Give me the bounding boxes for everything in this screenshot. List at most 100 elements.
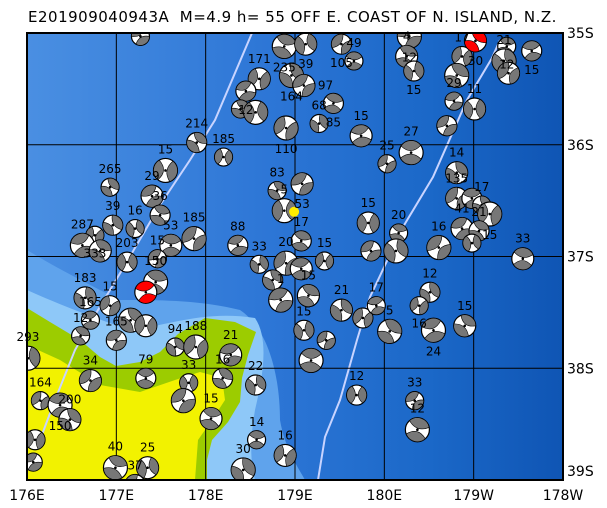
focal-mechanism[interactable] bbox=[245, 374, 267, 396]
focal-mechanism[interactable] bbox=[243, 99, 269, 125]
focal-mechanism[interactable] bbox=[267, 180, 287, 201]
focal-mechanism[interactable] bbox=[290, 230, 312, 252]
focal-mechanism[interactable] bbox=[445, 161, 469, 185]
focal-mechanism[interactable] bbox=[102, 455, 129, 480]
focal-mechanism[interactable] bbox=[213, 147, 234, 167]
focal-mechanism[interactable] bbox=[322, 92, 345, 115]
focal-mechanism[interactable] bbox=[100, 177, 120, 197]
focal-mechanism[interactable] bbox=[230, 457, 256, 482]
focal-mechanism[interactable] bbox=[293, 319, 315, 341]
focal-mechanism[interactable] bbox=[181, 226, 207, 252]
focal-mechanism[interactable] bbox=[134, 314, 158, 338]
focal-mechanism[interactable] bbox=[405, 391, 425, 411]
focal-mechanism[interactable] bbox=[444, 91, 464, 111]
focal-mechanism[interactable] bbox=[330, 33, 353, 55]
focal-mechanism[interactable] bbox=[389, 223, 409, 243]
focal-mechanism[interactable] bbox=[159, 233, 183, 257]
focal-mechanism[interactable] bbox=[125, 218, 145, 239]
focal-mechanism[interactable] bbox=[249, 254, 269, 274]
focal-mechanism[interactable] bbox=[383, 238, 409, 264]
focal-mechanism[interactable] bbox=[246, 430, 267, 450]
focal-mechanism[interactable] bbox=[152, 157, 179, 184]
focal-mechanism[interactable] bbox=[356, 211, 380, 235]
focal-mechanism[interactable] bbox=[290, 172, 314, 196]
focal-mechanism[interactable] bbox=[329, 298, 354, 322]
focal-mechanism[interactable] bbox=[116, 251, 138, 273]
focal-mechanism[interactable] bbox=[296, 284, 320, 308]
focal-mechanism[interactable] bbox=[496, 61, 521, 85]
focal-mechanism[interactable] bbox=[140, 184, 164, 208]
epicenter-marker[interactable] bbox=[289, 206, 300, 217]
focal-mechanism[interactable] bbox=[349, 124, 373, 148]
focal-mechanism[interactable] bbox=[135, 367, 157, 389]
focal-mechanism[interactable] bbox=[360, 240, 382, 262]
focal-mechanism[interactable] bbox=[273, 443, 297, 468]
focal-mechanism[interactable] bbox=[289, 257, 313, 281]
focal-mechanism[interactable] bbox=[511, 247, 535, 271]
focal-mechanism[interactable] bbox=[16, 345, 41, 371]
focal-mechanism[interactable] bbox=[462, 97, 487, 121]
focal-mechanism[interactable] bbox=[404, 417, 430, 443]
focal-mechanism[interactable] bbox=[346, 384, 368, 406]
focal-mechanism[interactable] bbox=[445, 186, 469, 210]
focal-mechanism[interactable] bbox=[136, 456, 160, 480]
focal-mechanism[interactable] bbox=[235, 80, 257, 102]
focal-mechanism[interactable] bbox=[262, 269, 284, 291]
target-focal-mechanism[interactable] bbox=[134, 280, 158, 304]
focal-mechanism[interactable] bbox=[105, 329, 127, 351]
target-focal-mechanism[interactable] bbox=[463, 30, 488, 53]
focal-mechanism[interactable] bbox=[451, 45, 473, 68]
focal-mechanism[interactable] bbox=[268, 287, 294, 313]
focal-mechanism[interactable] bbox=[73, 286, 97, 310]
focal-mechanism[interactable] bbox=[294, 33, 318, 56]
focal-mechanism[interactable] bbox=[462, 233, 482, 253]
focal-mechanism[interactable] bbox=[398, 139, 424, 166]
focal-mechanism[interactable] bbox=[420, 317, 447, 343]
focal-mechanism[interactable] bbox=[78, 368, 103, 393]
focal-mechanism[interactable] bbox=[403, 60, 425, 82]
focal-mechanism[interactable] bbox=[292, 73, 316, 98]
focal-mechanism[interactable] bbox=[377, 318, 403, 344]
focal-mechanism[interactable] bbox=[453, 314, 477, 338]
focal-mechanism[interactable] bbox=[80, 310, 101, 330]
focal-mechanism[interactable] bbox=[70, 326, 91, 346]
focal-mechanism[interactable] bbox=[165, 337, 185, 357]
focal-mechanism[interactable] bbox=[99, 295, 121, 317]
focal-mechanism[interactable] bbox=[344, 51, 364, 71]
focal-mechanism[interactable] bbox=[426, 234, 452, 261]
focal-mechanism[interactable] bbox=[25, 429, 46, 451]
focal-mechanism[interactable] bbox=[199, 406, 223, 431]
focal-mechanism[interactable] bbox=[352, 307, 374, 329]
focal-mechanism[interactable] bbox=[409, 296, 429, 316]
focal-mechanism[interactable] bbox=[309, 113, 329, 134]
focal-mechanism[interactable] bbox=[271, 198, 297, 224]
focal-mechanism[interactable] bbox=[419, 281, 441, 303]
focal-mechanism[interactable] bbox=[24, 452, 43, 472]
focal-mechanism[interactable] bbox=[69, 232, 95, 258]
focal-mechanism[interactable] bbox=[170, 388, 196, 414]
focal-mechanism[interactable] bbox=[30, 391, 51, 411]
focal-mechanism[interactable] bbox=[314, 251, 335, 271]
focal-mechanism[interactable] bbox=[271, 33, 297, 60]
focal-mechanism[interactable] bbox=[183, 334, 209, 360]
focal-mechanism[interactable] bbox=[186, 131, 208, 154]
focal-mechanism[interactable] bbox=[316, 330, 336, 350]
focal-mechanism[interactable] bbox=[219, 343, 243, 367]
focal-mechanism[interactable] bbox=[477, 201, 503, 227]
focal-mechanism[interactable] bbox=[212, 367, 234, 389]
focal-mechanism[interactable] bbox=[227, 234, 249, 256]
focal-mechanism[interactable] bbox=[130, 27, 151, 46]
focal-mechanism[interactable] bbox=[366, 296, 386, 316]
focal-mechanism[interactable] bbox=[521, 40, 543, 62]
focal-mechanism[interactable] bbox=[125, 473, 145, 494]
focal-mechanism[interactable] bbox=[102, 214, 124, 236]
focal-mechanism[interactable] bbox=[149, 204, 171, 226]
focal-mechanism[interactable] bbox=[273, 115, 299, 141]
focal-mechanism[interactable] bbox=[88, 239, 112, 263]
focal-mechanism[interactable] bbox=[377, 154, 397, 174]
focal-mechanism[interactable] bbox=[147, 249, 168, 269]
focal-mechanism[interactable] bbox=[436, 115, 458, 137]
focal-mechanism[interactable] bbox=[58, 408, 82, 432]
focal-mechanism[interactable] bbox=[444, 62, 470, 89]
focal-mechanism[interactable] bbox=[298, 347, 324, 374]
